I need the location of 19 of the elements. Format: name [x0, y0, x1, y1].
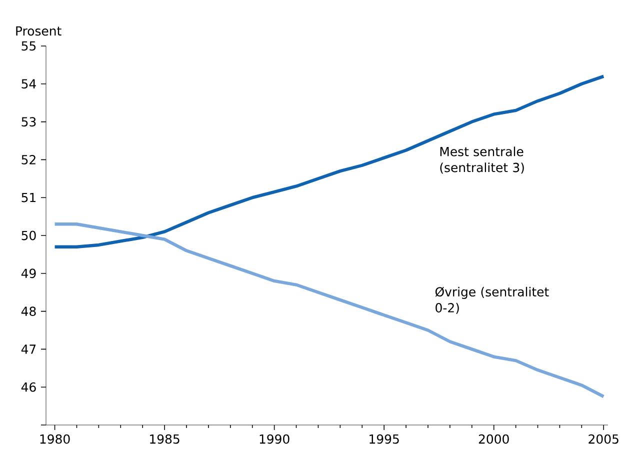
- series-label: Mest sentrale (sentralitet 3): [440, 146, 524, 174]
- x-tick-label: 1985: [150, 434, 180, 444]
- x-tick-label: 2000: [478, 434, 509, 444]
- series-label: Øvrige (sentralitet 0-2): [435, 286, 549, 314]
- x-tick-label: 1995: [370, 434, 399, 444]
- x-tick-label: 2005: [588, 434, 618, 444]
- y-tick-label: 54: [22, 79, 36, 89]
- x-tick-label: 1980: [40, 434, 70, 444]
- y-tick-label: 55: [22, 41, 36, 51]
- y-tick-label: 49: [21, 268, 36, 278]
- y-tick-label: 51: [22, 192, 36, 202]
- x-tick-label: 1990: [260, 434, 290, 444]
- y-tick-label: 50: [22, 230, 36, 240]
- y-tick-label: 52: [22, 154, 36, 164]
- y-tick-label: 53: [22, 117, 36, 126]
- y-tick-label: 48: [21, 306, 36, 316]
- y-axis-title: Prosent: [16, 26, 62, 36]
- y-tick-label: 46: [21, 382, 36, 392]
- y-tick-label: 47: [21, 344, 36, 354]
